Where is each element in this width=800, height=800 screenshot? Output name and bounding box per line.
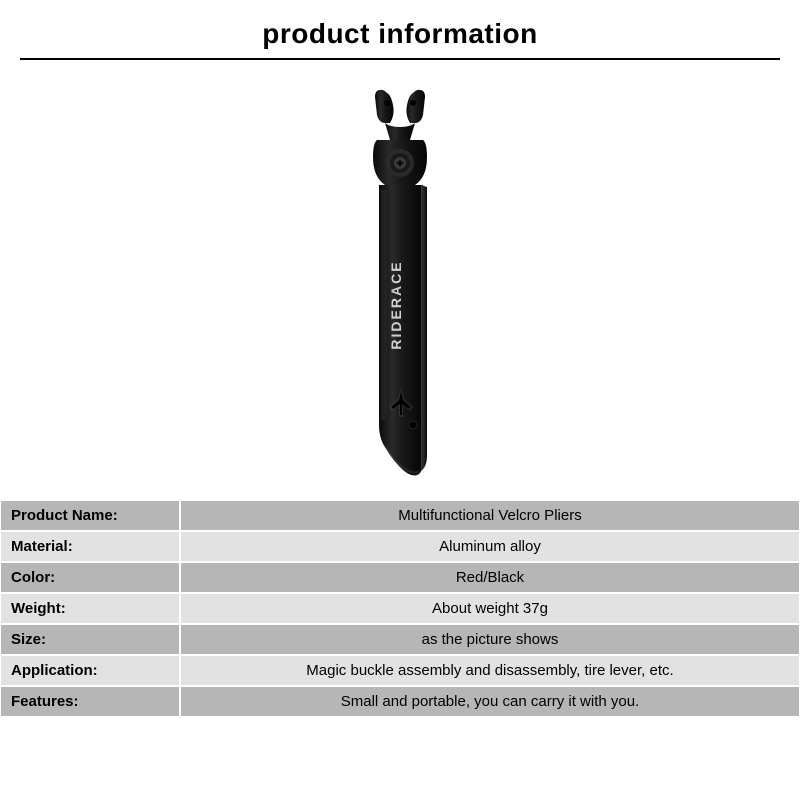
spec-value: Multifunctional Velcro Pliers xyxy=(180,500,800,531)
table-row: Product Name: Multifunctional Velcro Pli… xyxy=(0,500,800,531)
spec-value: Aluminum alloy xyxy=(180,531,800,562)
spec-label: Size: xyxy=(0,624,180,655)
pliers-illustration: RIDERACE xyxy=(335,85,465,485)
table-row: Features: Small and portable, you can ca… xyxy=(0,686,800,717)
table-row: Weight: About weight 37g xyxy=(0,593,800,624)
page-title: product information xyxy=(0,0,800,58)
title-divider xyxy=(20,58,780,60)
brand-text: RIDERACE xyxy=(388,260,404,349)
spec-value: Small and portable, you can carry it wit… xyxy=(180,686,800,717)
table-row: Application: Magic buckle assembly and d… xyxy=(0,655,800,686)
spec-label: Material: xyxy=(0,531,180,562)
spec-label: Product Name: xyxy=(0,500,180,531)
spec-value: Red/Black xyxy=(180,562,800,593)
spec-label: Application: xyxy=(0,655,180,686)
spec-label: Color: xyxy=(0,562,180,593)
spec-label: Weight: xyxy=(0,593,180,624)
spec-table: Product Name: Multifunctional Velcro Pli… xyxy=(0,500,800,717)
table-row: Size: as the picture shows xyxy=(0,624,800,655)
table-row: Color: Red/Black xyxy=(0,562,800,593)
spec-value: Magic buckle assembly and disassembly, t… xyxy=(180,655,800,686)
spec-label: Features: xyxy=(0,686,180,717)
spec-value: as the picture shows xyxy=(180,624,800,655)
product-image: RIDERACE xyxy=(0,70,800,500)
table-row: Material: Aluminum alloy xyxy=(0,531,800,562)
spec-value: About weight 37g xyxy=(180,593,800,624)
